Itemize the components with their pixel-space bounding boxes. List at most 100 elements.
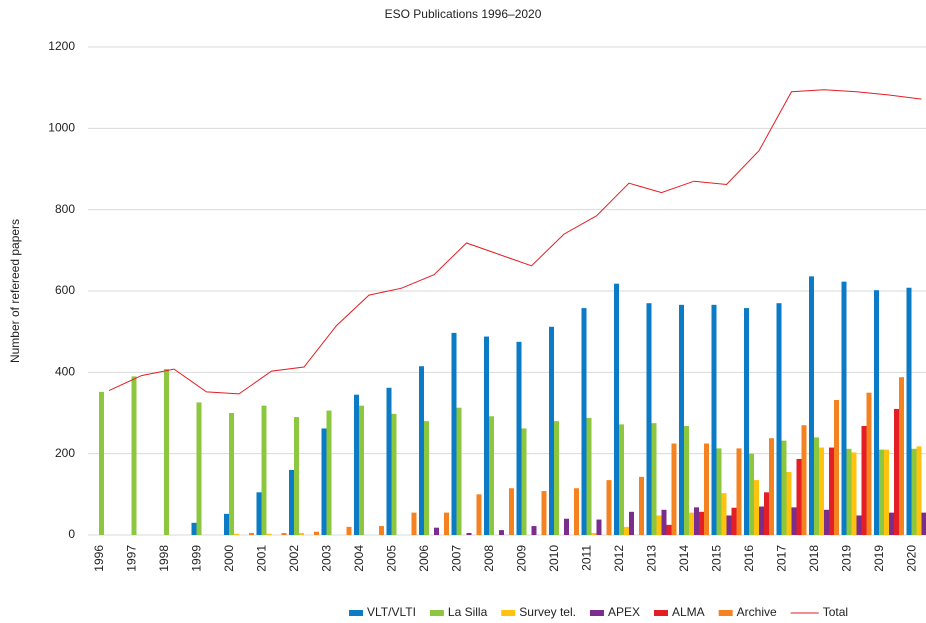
legend-label: APEX	[608, 605, 640, 619]
bar	[824, 509, 829, 535]
bar	[809, 276, 814, 535]
bar	[856, 515, 862, 535]
x-tick-label: 2011	[580, 545, 594, 571]
x-tick-label: 2015	[710, 545, 724, 572]
legend-swatch	[653, 610, 668, 616]
bar	[564, 518, 569, 535]
bar	[629, 511, 634, 535]
x-tick-label: 2009	[515, 545, 529, 572]
bar	[829, 447, 834, 535]
bar	[456, 407, 462, 535]
bar	[764, 492, 769, 535]
bar	[411, 512, 417, 535]
chart-title: ESO Publications 1996–2020	[385, 7, 542, 21]
bar	[614, 283, 619, 535]
bar	[196, 402, 202, 535]
bar	[606, 480, 612, 535]
bar	[846, 448, 852, 535]
y-tick-label: 200	[55, 446, 75, 460]
bar	[736, 448, 742, 535]
bar	[354, 394, 359, 535]
bar	[791, 507, 797, 535]
bar	[866, 392, 872, 535]
x-tick-label: 2016	[742, 545, 756, 572]
x-tick-label: 2003	[320, 545, 334, 572]
bar	[646, 303, 652, 535]
bar	[541, 491, 547, 535]
bar	[894, 408, 899, 535]
x-tick-label: 1998	[157, 545, 171, 572]
bar	[884, 449, 889, 535]
x-tick-label: 2013	[645, 545, 659, 572]
bar	[489, 416, 494, 535]
bar	[294, 417, 299, 535]
bar	[639, 476, 644, 535]
bar	[711, 304, 717, 535]
bar	[484, 336, 489, 535]
bar	[851, 452, 857, 535]
bar	[476, 494, 482, 535]
bar	[656, 515, 662, 535]
bar	[234, 533, 239, 535]
bar	[574, 488, 579, 535]
x-tick-label: 2001	[255, 545, 269, 572]
bar	[841, 281, 847, 535]
bar	[759, 506, 764, 535]
legend-label: ALMA	[672, 605, 705, 619]
legend-label: Survey tel.	[519, 605, 576, 619]
bar	[694, 507, 699, 535]
bar	[699, 511, 704, 535]
y-tick-label: 600	[55, 283, 75, 297]
bar	[651, 423, 657, 535]
x-tick-label: 2020	[905, 545, 919, 572]
bar	[689, 512, 694, 535]
bar	[721, 493, 727, 535]
bar	[754, 480, 759, 535]
legend-swatch	[349, 610, 363, 616]
y-tick-label: 400	[55, 365, 75, 379]
bar	[786, 471, 792, 535]
bar	[391, 413, 397, 535]
bar	[281, 532, 287, 535]
y-tick-label: 1200	[48, 39, 75, 53]
bar	[889, 512, 894, 535]
bar	[299, 532, 304, 535]
bar	[289, 469, 294, 535]
bar	[386, 387, 392, 535]
bar	[726, 515, 732, 535]
bar	[861, 426, 867, 535]
x-tick-label: 1997	[125, 545, 139, 572]
bar	[581, 308, 587, 535]
bar	[661, 509, 667, 535]
y-tick-label: 0	[68, 527, 75, 541]
x-tick-label: 1999	[190, 545, 204, 572]
bar	[131, 376, 137, 535]
bar	[434, 527, 439, 535]
y-axis-label: Number of refereed papers	[8, 219, 22, 363]
legend-label: VLT/VLTI	[367, 605, 416, 619]
bar	[834, 399, 839, 535]
bar	[419, 366, 424, 535]
bar	[256, 492, 262, 535]
bar	[266, 533, 272, 535]
bar	[769, 438, 774, 535]
legend-swatch	[718, 610, 733, 616]
bar	[731, 507, 737, 535]
bar	[321, 428, 327, 535]
bar	[314, 531, 319, 535]
bar	[249, 532, 254, 535]
bar	[716, 448, 722, 535]
legend-swatch	[501, 610, 516, 616]
bar	[666, 524, 672, 535]
x-tick-label: 2000	[222, 545, 236, 572]
bar	[229, 413, 234, 535]
bar	[499, 530, 504, 535]
x-tick-label: 2018	[807, 545, 821, 572]
x-tick-label: 2006	[417, 545, 431, 572]
bar	[624, 526, 629, 535]
bar	[744, 308, 749, 535]
bar	[379, 526, 384, 535]
bar	[591, 532, 597, 535]
bar	[326, 410, 332, 535]
